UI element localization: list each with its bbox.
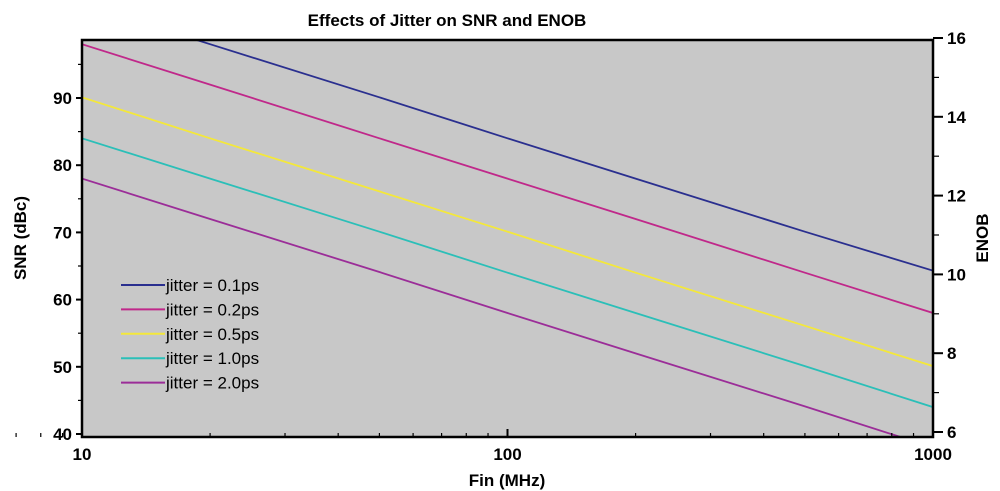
axes: 10 100 1000 40 50 60 70 80 90 6 8 10 12 14 16: [15, 29, 966, 464]
y2-tick-label: 12: [947, 187, 966, 206]
y2-tick-label: 10: [947, 265, 966, 284]
series-line-5: [82, 177, 904, 437]
y-tick-label: 90: [53, 89, 72, 108]
x-tick-label: 10: [73, 445, 92, 464]
series-line-3: [82, 96, 933, 367]
y2-tick-label: 6: [947, 423, 956, 442]
y-tick-label: 50: [53, 358, 72, 377]
y-axis-label: SNR (dBc): [11, 196, 30, 280]
legend-label-1: jitter = 0.1ps: [165, 276, 259, 295]
y2-tick-label: 8: [947, 344, 956, 363]
series-line-1: [193, 40, 933, 272]
y-tick-label: 40: [53, 425, 72, 444]
legend-label-2: jitter = 0.2ps: [165, 300, 259, 319]
legend-label-3: jitter = 0.5ps: [165, 325, 259, 344]
legend-label-5: jitter = 2.0ps: [165, 374, 259, 393]
y2-axis-label: ENOB: [973, 213, 992, 262]
x-tick-label: 1000: [914, 445, 952, 464]
series-line-2: [82, 43, 933, 314]
y2-tick-label: 16: [947, 29, 966, 48]
x-axis-label: Fin (MHz): [469, 471, 545, 490]
chart-title: Effects of Jitter on SNR and ENOB: [308, 11, 587, 30]
legend: jitter = 0.1ps jitter = 0.2ps jitter = 0.5…: [121, 276, 259, 393]
y-tick-label: 70: [53, 223, 72, 242]
y-tick-label: 60: [53, 291, 72, 310]
legend-label-4: jitter = 1.0ps: [165, 349, 259, 368]
series-line-4: [82, 137, 933, 408]
plot-area: [82, 40, 933, 437]
x-tick-label: 100: [493, 445, 521, 464]
y-tick-label: 80: [53, 156, 72, 175]
y2-tick-label: 14: [947, 108, 966, 127]
series-lines: [82, 40, 933, 437]
